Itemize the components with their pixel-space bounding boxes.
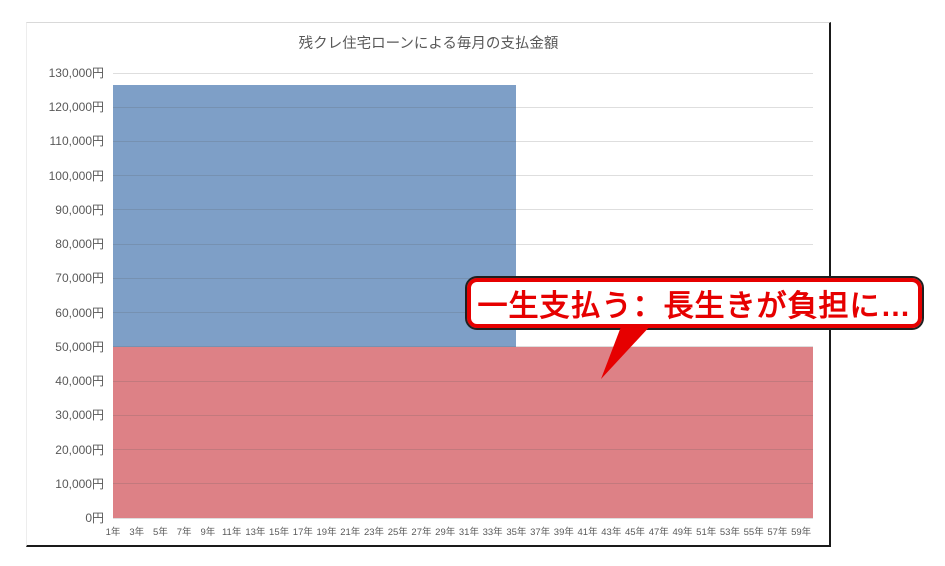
gridline [113, 277, 813, 279]
y-axis-tick-label: 120,000円 [48, 100, 104, 115]
x-axis-tick-label: 9年 [200, 527, 216, 538]
x-axis-tick-label: 15年 [269, 527, 290, 538]
x-axis-tick-label: 19年 [316, 527, 337, 538]
x-axis-tick-label: 13年 [245, 527, 266, 538]
y-axis-tick-label: 110,000円 [49, 134, 105, 149]
gridline [113, 140, 813, 142]
y-axis-tick-label: 130,000円 [48, 66, 104, 80]
y-axis-tick-label: 0円 [85, 511, 104, 525]
x-axis-tick-label: 51年 [696, 527, 717, 538]
x-axis-tick-label: 41年 [577, 527, 598, 538]
y-axis-tick-label: 60,000円 [55, 305, 104, 320]
y-axis-tick-label: 70,000円 [55, 271, 104, 286]
area-series-lifetime-payment-red [113, 346, 813, 518]
x-axis-tick-label: 23年 [363, 527, 385, 538]
y-axis-tick-label: 90,000円 [55, 202, 104, 217]
x-axis-tick-label: 3年 [129, 527, 145, 538]
x-axis-tick-label: 1年 [105, 527, 121, 538]
y-axis-tick-label: 100,000円 [48, 168, 104, 183]
gridline [113, 449, 813, 451]
x-axis-tick-label: 39年 [553, 527, 574, 538]
y-axis-tick-label: 80,000円 [55, 237, 104, 252]
x-axis-tick-label: 31年 [458, 527, 479, 538]
gridline [113, 380, 813, 382]
x-axis-tick-label: 27年 [411, 527, 432, 538]
x-axis-tick-label: 55年 [743, 527, 764, 538]
gridline [113, 243, 813, 245]
gridline [113, 209, 813, 211]
x-axis-tick-label: 43年 [601, 527, 622, 538]
y-axis-tick-label: 40,000円 [55, 374, 104, 389]
gridline [113, 106, 813, 108]
y-axis-tick-label: 10,000円 [55, 476, 104, 491]
x-axis-tick-label: 29年 [435, 527, 456, 538]
x-axis-tick-label: 37年 [530, 527, 551, 538]
area-series-loan-term-payment-blue [113, 84, 517, 347]
callout-box: 一生支払う：長生きが負担に… [465, 276, 924, 330]
x-axis-tick-label: 21年 [340, 527, 361, 538]
x-axis-tick-label: 5年 [153, 527, 168, 538]
gridline [113, 517, 813, 519]
gridline [113, 312, 813, 314]
x-axis-tick-label: 25年 [387, 527, 408, 538]
x-axis-tick-label: 33年 [482, 527, 503, 538]
y-axis-tick-label: 20,000円 [55, 442, 104, 457]
x-axis-tick-label: 17年 [292, 527, 313, 538]
gridline [113, 483, 813, 485]
x-axis-tick-label: 35年 [506, 527, 527, 538]
x-axis-tick-label: 47年 [648, 527, 669, 538]
x-axis-tick-label: 49年 [672, 527, 693, 538]
gridline [113, 175, 813, 177]
x-axis-tick-label: 59年 [791, 527, 812, 538]
x-axis-tick-label: 7年 [176, 527, 192, 538]
x-axis-tick-label: 57年 [767, 527, 788, 538]
y-axis-tick-label: 50,000円 [55, 339, 104, 354]
gridline [113, 346, 813, 348]
callout-text: 一生支払う：長生きが負担に… [477, 290, 912, 323]
chart-title: 残クレ住宅ローンによる毎月の支払金額 [298, 36, 559, 52]
gridline [113, 414, 813, 416]
callout-tail-icon [601, 324, 652, 379]
x-axis-tick-label: 45年 [624, 527, 646, 538]
x-axis-tick-label: 53年 [719, 527, 740, 538]
y-axis-tick-label: 30,000円 [55, 408, 104, 423]
gridline [113, 72, 813, 74]
x-axis-tick-label: 11年 [221, 527, 242, 538]
callout-tail-polygon [601, 324, 652, 379]
